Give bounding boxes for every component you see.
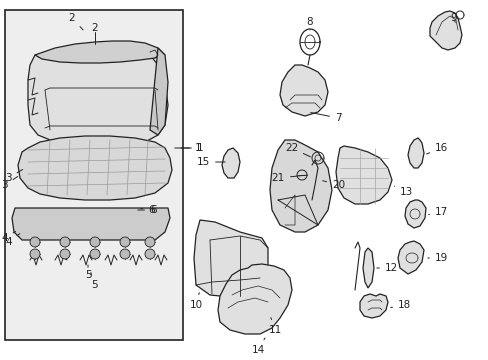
- Text: 2: 2: [92, 23, 98, 33]
- Polygon shape: [18, 136, 172, 200]
- Text: 13: 13: [394, 186, 412, 197]
- Text: 5: 5: [91, 273, 98, 290]
- Text: 20: 20: [322, 180, 345, 190]
- Text: 15: 15: [196, 157, 225, 167]
- Circle shape: [60, 249, 70, 259]
- Polygon shape: [362, 248, 373, 288]
- Text: 12: 12: [376, 263, 397, 273]
- Polygon shape: [28, 46, 168, 146]
- Polygon shape: [12, 208, 170, 240]
- Text: 3: 3: [5, 170, 22, 183]
- Polygon shape: [407, 138, 423, 168]
- Polygon shape: [359, 294, 387, 318]
- Circle shape: [120, 249, 130, 259]
- Text: 1: 1: [174, 143, 201, 153]
- Circle shape: [145, 237, 155, 247]
- Text: 18: 18: [390, 300, 410, 310]
- Polygon shape: [194, 220, 267, 298]
- Polygon shape: [280, 65, 327, 116]
- Text: 4: 4: [1, 231, 16, 243]
- Text: 16: 16: [426, 143, 447, 154]
- Polygon shape: [150, 48, 168, 135]
- Text: 14: 14: [251, 338, 264, 355]
- Text: 6: 6: [138, 205, 156, 215]
- Text: 2: 2: [68, 13, 83, 30]
- Text: 7: 7: [310, 113, 341, 123]
- Text: 4: 4: [5, 234, 20, 247]
- Text: 17: 17: [428, 207, 447, 217]
- Polygon shape: [404, 200, 425, 228]
- Text: 8: 8: [306, 17, 313, 30]
- Polygon shape: [218, 264, 291, 334]
- Text: 6: 6: [141, 205, 154, 215]
- Text: 3: 3: [1, 176, 18, 190]
- Text: 21: 21: [271, 173, 305, 183]
- Circle shape: [30, 249, 40, 259]
- Text: 22: 22: [284, 143, 310, 157]
- Circle shape: [145, 249, 155, 259]
- Polygon shape: [429, 11, 461, 50]
- Text: 1: 1: [181, 143, 203, 153]
- Polygon shape: [269, 140, 331, 232]
- Text: 19: 19: [427, 253, 447, 263]
- Polygon shape: [335, 146, 391, 204]
- Text: 11: 11: [268, 318, 281, 335]
- Circle shape: [60, 237, 70, 247]
- Bar: [5, 10, 183, 340]
- Text: 9: 9: [450, 13, 456, 23]
- Polygon shape: [397, 241, 423, 274]
- Circle shape: [90, 237, 100, 247]
- Polygon shape: [35, 41, 164, 63]
- Text: 10: 10: [189, 293, 202, 310]
- Circle shape: [90, 249, 100, 259]
- Polygon shape: [222, 148, 240, 178]
- Text: 5: 5: [84, 265, 91, 280]
- Circle shape: [120, 237, 130, 247]
- Circle shape: [30, 237, 40, 247]
